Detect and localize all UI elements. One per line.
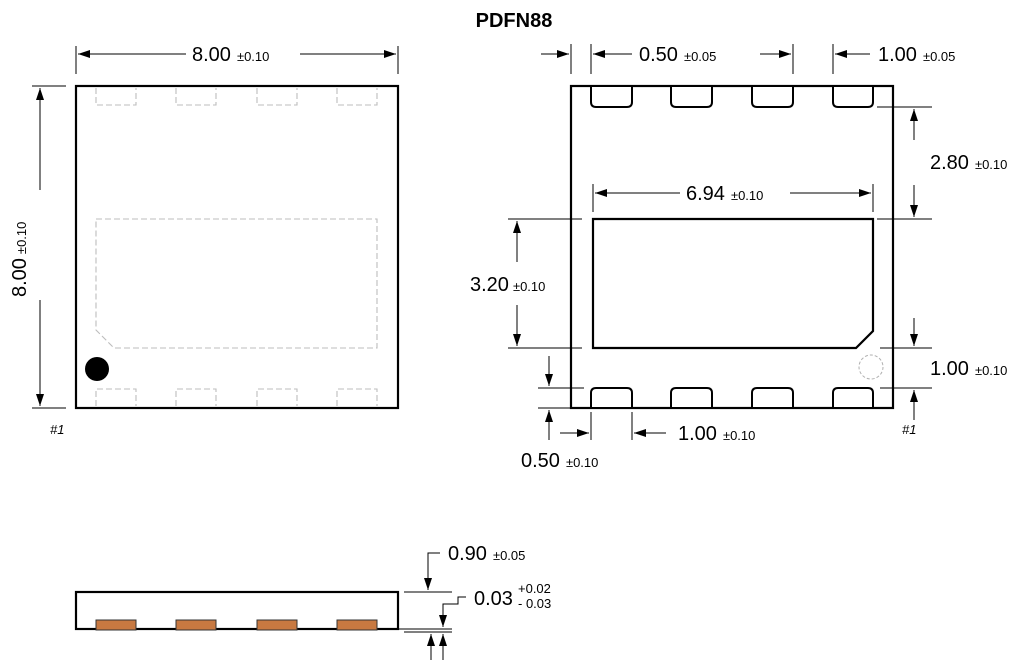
- standoff-tol-plus: +0.02: [518, 581, 551, 596]
- pad-pitch-value: 1.00: [878, 44, 917, 66]
- side-height-tol: ±0.05: [493, 548, 525, 563]
- pad-length-value: 1.00: [678, 423, 717, 445]
- top-height-tol: ±0.10: [14, 222, 29, 254]
- svg-text:3.20±0.10: 3.20 ±0.10: [470, 274, 545, 296]
- svg-text:8.00±0.10: 8.00 ±0.10: [192, 44, 269, 66]
- pad-edge-tol: ±0.10: [566, 455, 598, 470]
- side-height-value: 0.90: [448, 543, 487, 565]
- thermal-width-tol: ±0.10: [731, 188, 763, 203]
- bottom-body-outline: [569, 84, 895, 410]
- side-pad: [256, 619, 298, 631]
- thermal-height-value: 3.20: [470, 274, 509, 296]
- svg-text:0.50±0.10: 0.50 ±0.10: [521, 450, 598, 472]
- svg-text:1.00±0.10: 1.00 ±0.10: [930, 358, 1007, 380]
- top-body-outline: [74, 84, 400, 410]
- pad-length-tol: ±0.10: [723, 428, 755, 443]
- bottom-pin1-label: #1: [902, 422, 916, 437]
- drawing-title: PDFN88: [476, 10, 553, 32]
- side-pad: [95, 619, 137, 631]
- thermal-width-value: 6.94: [686, 183, 725, 205]
- svg-text:0.90±0.05: 0.90 ±0.05: [448, 543, 525, 565]
- side-view: 0.90 ±0.05 0.03 +0.02 - 0.03: [74, 543, 551, 660]
- bottom-pad-gap-tol: ±0.10: [975, 363, 1007, 378]
- top-pin1-label: #1: [50, 422, 64, 437]
- top-height-value: 8.00: [9, 258, 31, 297]
- standoff-tol-minus: - 0.03: [518, 596, 551, 611]
- side-pad: [175, 619, 217, 631]
- bottom-view: 0.50 ±0.05 1.00 ±0.05 2.80 ±0.10: [470, 44, 1007, 472]
- pad-pitch-tol: ±0.05: [923, 49, 955, 64]
- standoff-value: 0.03: [474, 588, 513, 610]
- svg-text:0.50±0.05: 0.50 ±0.05: [639, 44, 716, 66]
- top-view: 8.00 ±0.10 8.00 ±0.10 #1: [9, 44, 400, 437]
- svg-text:1.00±0.05: 1.00 ±0.05: [878, 44, 955, 66]
- pad-to-thermal-tol: ±0.10: [975, 157, 1007, 172]
- svg-text:1.00±0.10: 1.00 ±0.10: [678, 423, 755, 445]
- pad-width-tol: ±0.05: [684, 49, 716, 64]
- side-pad: [336, 619, 378, 631]
- pin1-ghost-marker: [858, 354, 884, 380]
- thermal-height-tol: ±0.10: [513, 279, 545, 294]
- top-width-value: 8.00: [192, 44, 231, 66]
- svg-text:6.94±0.10: 6.94 ±0.10: [686, 183, 763, 205]
- top-width-tol: ±0.10: [237, 49, 269, 64]
- bottom-pad-gap-value: 1.00: [930, 358, 969, 380]
- pad-to-thermal-value: 2.80: [930, 152, 969, 174]
- pin1-dot: [85, 357, 109, 381]
- svg-text:8.00±0.10: 8.00 ±0.10: [9, 222, 31, 297]
- thermal-pad: [591, 217, 875, 350]
- pad-width-value: 0.50: [639, 44, 678, 66]
- top-hidden-thermal-pad: [95, 218, 378, 349]
- pad-edge-value: 0.50: [521, 450, 560, 472]
- svg-text:2.80±0.10: 2.80 ±0.10: [930, 152, 1007, 174]
